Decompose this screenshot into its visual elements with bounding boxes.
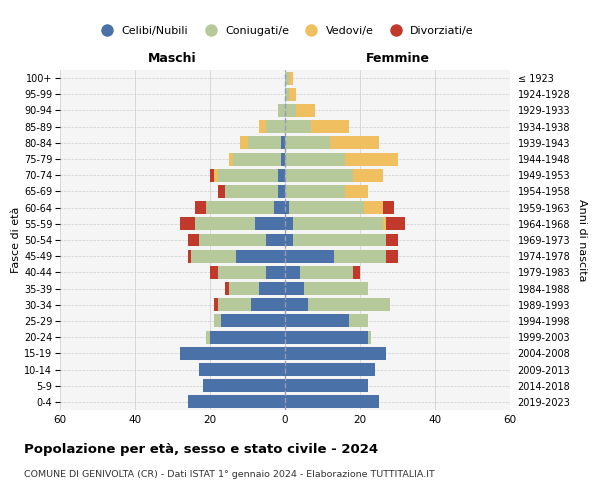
Bar <box>300 266 353 279</box>
Bar <box>289 88 296 101</box>
Y-axis label: Fasce di età: Fasce di età <box>11 207 21 273</box>
Bar <box>240 136 248 149</box>
Text: Maschi: Maschi <box>148 52 197 65</box>
Bar <box>285 298 308 311</box>
Bar <box>277 185 285 198</box>
Bar <box>285 266 300 279</box>
Bar <box>218 185 225 198</box>
Bar <box>251 298 285 311</box>
Bar <box>187 396 285 408</box>
Bar <box>206 201 274 214</box>
Bar <box>210 330 285 344</box>
Bar <box>296 104 315 117</box>
Bar <box>334 250 386 262</box>
Bar <box>285 218 293 230</box>
Bar <box>285 201 289 214</box>
Bar <box>367 330 371 344</box>
Bar <box>349 314 367 328</box>
Bar <box>221 314 285 328</box>
Bar <box>206 330 210 344</box>
Bar <box>285 282 304 295</box>
Bar <box>195 201 206 214</box>
Bar <box>364 201 383 214</box>
Y-axis label: Anni di nascita: Anni di nascita <box>577 198 587 281</box>
Bar <box>259 282 285 295</box>
Bar <box>274 201 285 214</box>
Bar <box>285 330 367 344</box>
Bar <box>229 282 259 295</box>
Bar <box>285 363 375 376</box>
Bar <box>386 218 405 230</box>
Bar <box>233 152 281 166</box>
Bar <box>353 266 360 279</box>
Bar <box>199 363 285 376</box>
Bar <box>330 136 379 149</box>
Bar <box>304 282 367 295</box>
Bar <box>225 282 229 295</box>
Bar <box>386 250 398 262</box>
Bar <box>285 396 379 408</box>
Bar <box>210 266 218 279</box>
Bar <box>289 201 364 214</box>
Bar <box>285 136 330 149</box>
Bar <box>218 169 277 181</box>
Bar <box>285 379 367 392</box>
Bar <box>285 152 345 166</box>
Bar <box>248 136 281 149</box>
Bar <box>259 120 266 133</box>
Bar <box>277 169 285 181</box>
Bar <box>285 185 345 198</box>
Bar <box>236 250 285 262</box>
Bar <box>195 218 255 230</box>
Bar <box>353 169 383 181</box>
Bar <box>255 218 285 230</box>
Bar <box>229 152 233 166</box>
Bar <box>266 266 285 279</box>
Bar <box>180 218 195 230</box>
Text: Femmine: Femmine <box>365 52 430 65</box>
Bar <box>203 379 285 392</box>
Bar <box>187 250 191 262</box>
Bar <box>214 314 221 328</box>
Text: COMUNE DI GENIVOLTA (CR) - Dati ISTAT 1° gennaio 2024 - Elaborazione TUTTITALIA.: COMUNE DI GENIVOLTA (CR) - Dati ISTAT 1°… <box>24 470 435 479</box>
Bar <box>285 234 293 246</box>
Bar <box>199 234 266 246</box>
Bar <box>210 169 214 181</box>
Bar <box>266 234 285 246</box>
Bar <box>293 234 386 246</box>
Bar <box>285 72 289 85</box>
Bar <box>214 298 218 311</box>
Bar <box>308 298 390 311</box>
Bar <box>345 185 367 198</box>
Bar <box>345 152 398 166</box>
Bar <box>218 298 251 311</box>
Bar <box>225 185 277 198</box>
Bar <box>266 120 285 133</box>
Bar <box>285 169 353 181</box>
Bar <box>383 218 386 230</box>
Legend: Celibi/Nubili, Coniugati/e, Vedovi/e, Divorziati/e: Celibi/Nubili, Coniugati/e, Vedovi/e, Di… <box>92 22 478 40</box>
Text: Popolazione per età, sesso e stato civile - 2024: Popolazione per età, sesso e stato civil… <box>24 442 378 456</box>
Bar <box>285 120 311 133</box>
Bar <box>281 136 285 149</box>
Bar <box>214 169 218 181</box>
Bar <box>285 250 334 262</box>
Bar <box>281 152 285 166</box>
Bar <box>285 104 296 117</box>
Bar <box>277 104 285 117</box>
Bar <box>386 234 398 246</box>
Bar <box>285 314 349 328</box>
Bar <box>285 347 386 360</box>
Bar <box>311 120 349 133</box>
Bar <box>289 72 293 85</box>
Bar <box>285 88 289 101</box>
Bar <box>187 234 199 246</box>
Bar <box>180 347 285 360</box>
Bar <box>383 201 394 214</box>
Bar <box>218 266 266 279</box>
Bar <box>293 218 383 230</box>
Bar <box>191 250 236 262</box>
